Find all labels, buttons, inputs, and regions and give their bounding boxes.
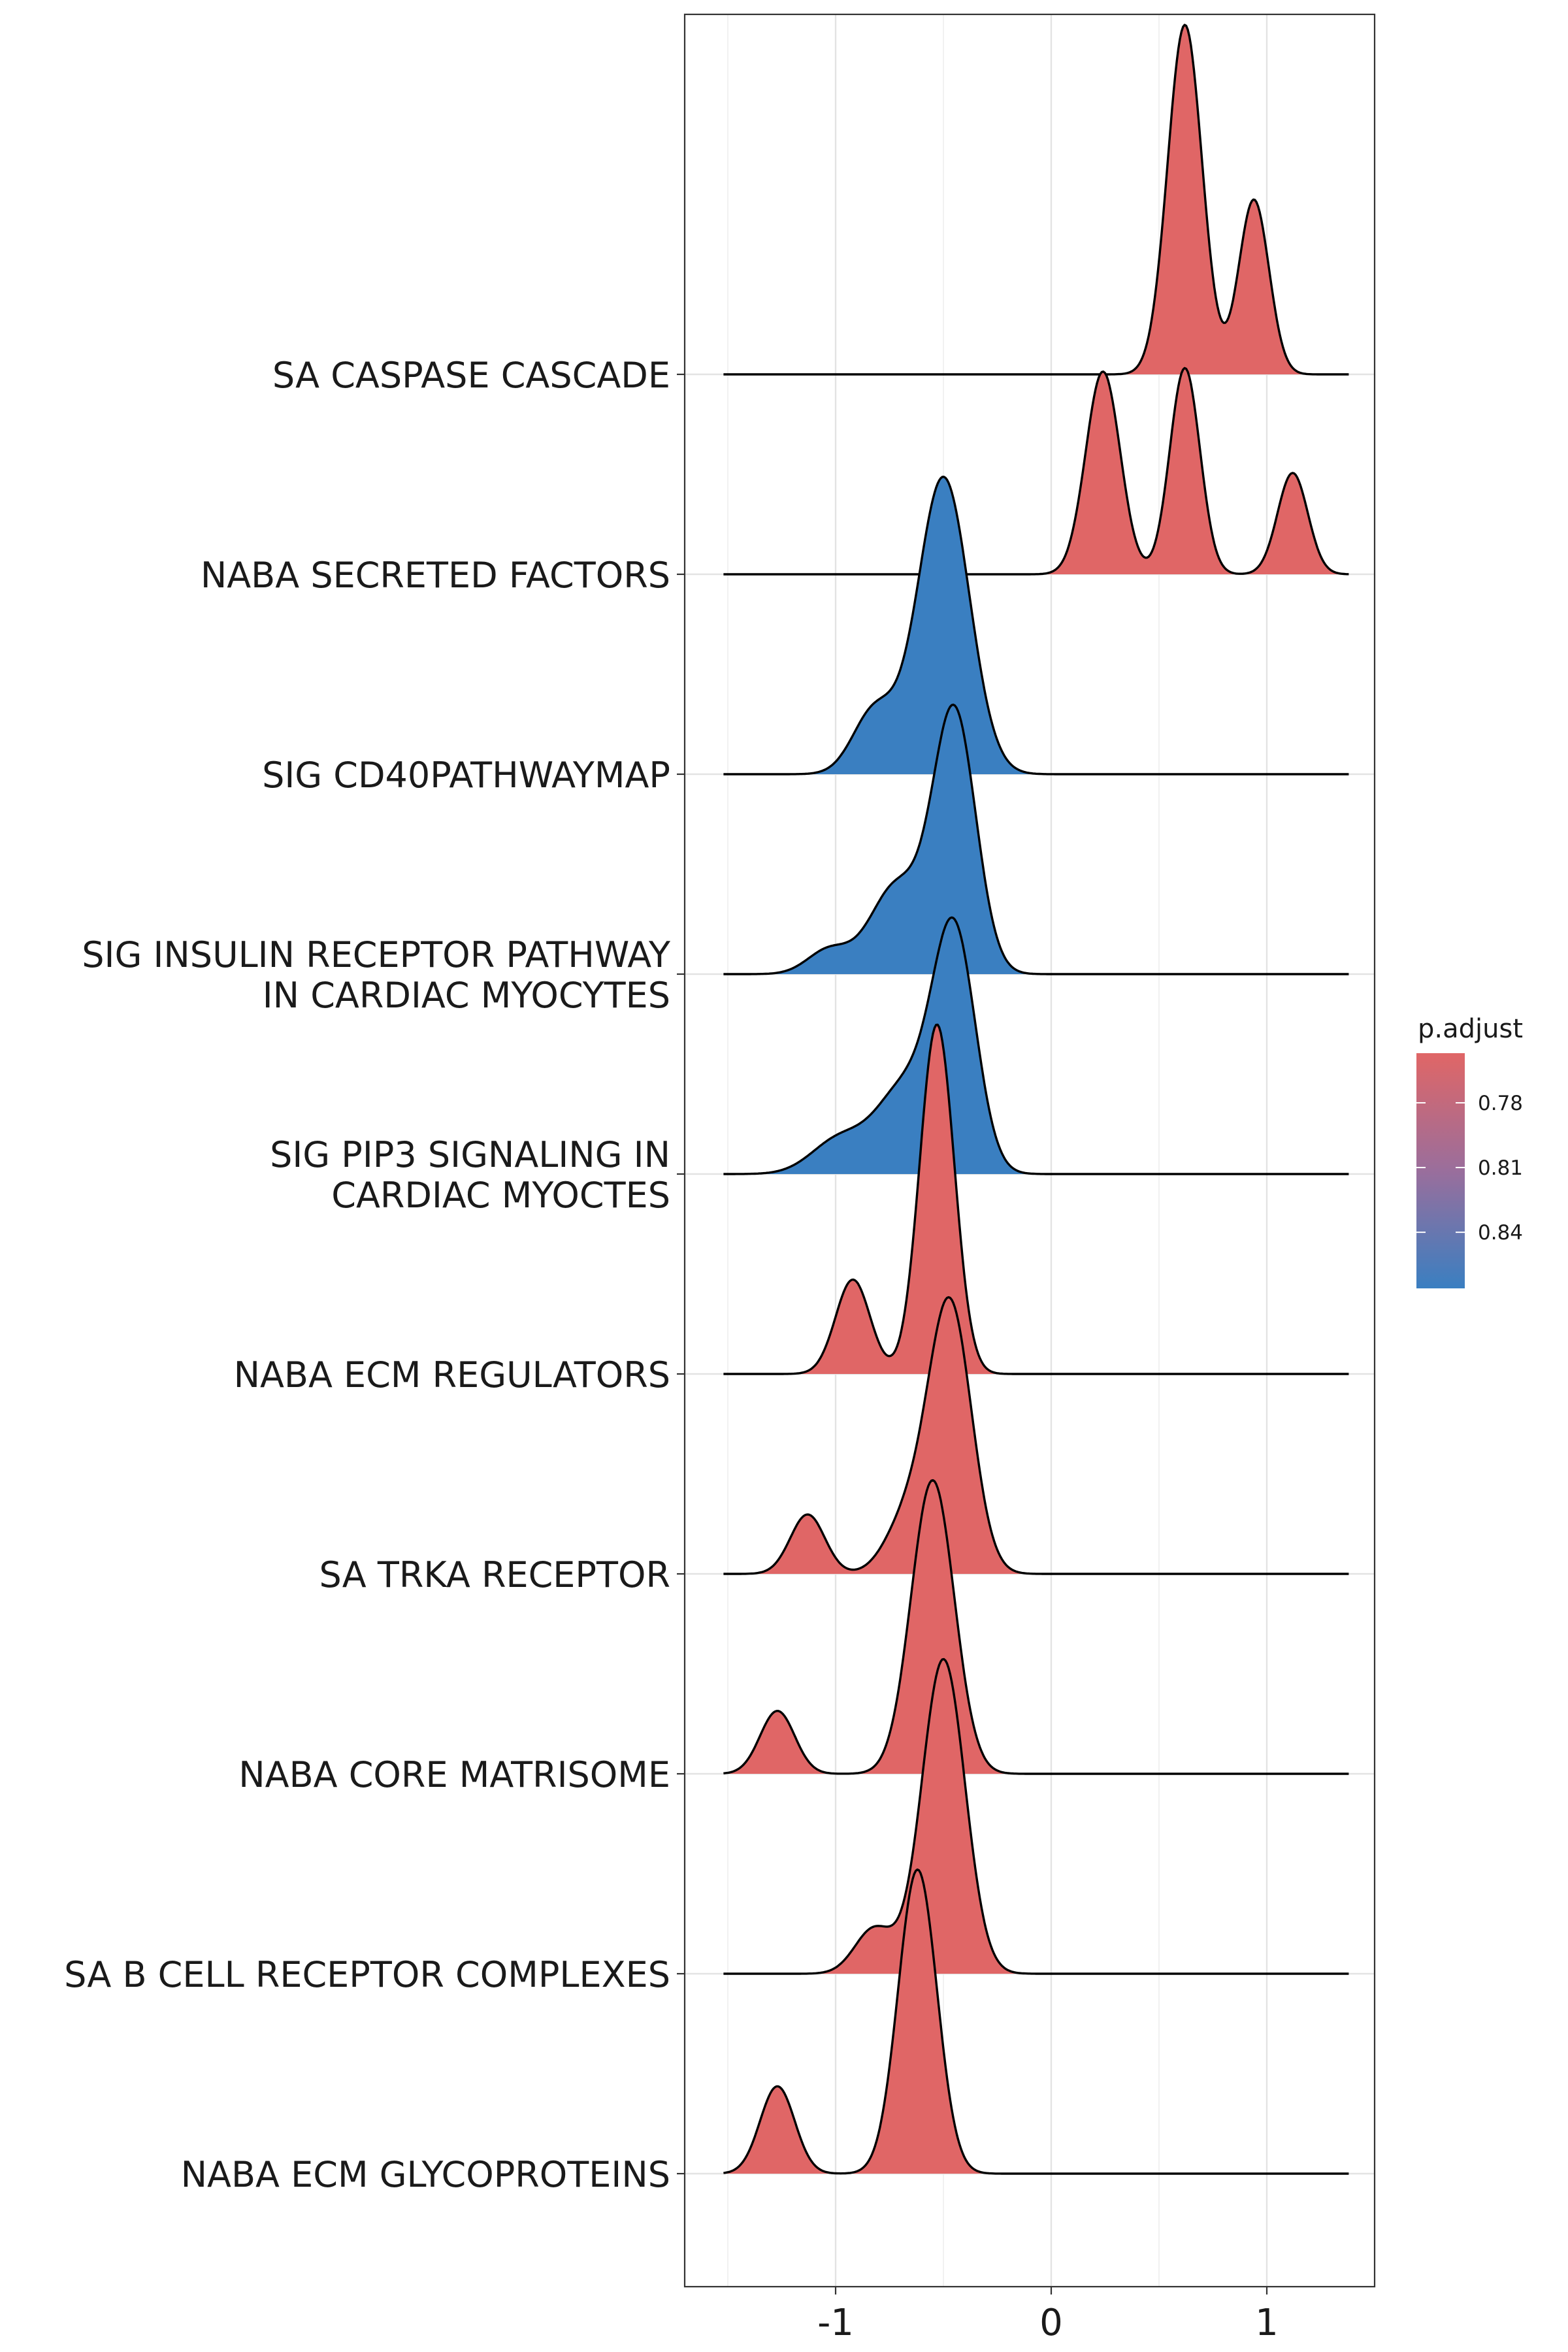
legend-tick-label: 0.84: [1478, 1221, 1523, 1245]
ridge-fill: [723, 25, 1349, 375]
x-tick-label: 1: [1255, 2302, 1279, 2344]
ridge-fill: [723, 1480, 1349, 1774]
ridge-outline: [723, 1868, 1349, 2175]
y-tick-label: SIG CD40PATHWAYMAP: [262, 755, 670, 796]
ridge-fill: [723, 917, 1349, 1174]
legend-colorbar: [1416, 1053, 1465, 1288]
ridge: [723, 1296, 1349, 1575]
y-tick-label: NABA ECM GLYCOPROTEINS: [181, 2154, 670, 2195]
legend-ticks: 0.78 0.81 0.84: [1416, 1092, 1523, 1245]
ridge: [723, 703, 1349, 975]
ridge: [723, 476, 1349, 776]
y-tick-label: NABA SECRETED FACTORS: [201, 555, 670, 596]
ridge-outline: [723, 1296, 1349, 1575]
ridge: [723, 1658, 1349, 1975]
x-axis: -1 0 1: [817, 2287, 1279, 2344]
ridge-fill: [723, 704, 1349, 974]
ridge: [723, 367, 1349, 576]
ridge: [723, 1479, 1349, 1775]
ridge-outline: [723, 24, 1349, 376]
ridge-fill: [723, 1869, 1349, 2174]
x-tick-label: 0: [1039, 2302, 1063, 2344]
y-tick-label: CARDIAC MYOCTES: [331, 1175, 670, 1216]
ridge: [723, 1023, 1349, 1375]
y-tick-label: NABA CORE MATRISOME: [238, 1754, 670, 1795]
ridges: [723, 24, 1349, 2175]
legend-tick-label: 0.81: [1478, 1156, 1523, 1180]
ridge-outline: [723, 367, 1349, 576]
y-tick-label: SA TRKA RECEPTOR: [319, 1554, 671, 1595]
y-tick-label: SA B CELL RECEPTOR COMPLEXES: [64, 1954, 670, 1995]
ridge-fill: [723, 368, 1349, 574]
y-tick-label: NABA ECM REGULATORS: [234, 1354, 670, 1396]
ridge-outline: [723, 1479, 1349, 1775]
ridge-outline: [723, 1023, 1349, 1375]
legend-tick-label: 0.78: [1478, 1092, 1523, 1115]
y-tick-label: SIG PIP3 SIGNALING IN: [270, 1134, 670, 1175]
ridge-outline: [723, 916, 1349, 1175]
ridge-outline: [723, 476, 1349, 776]
ridge-outline: [723, 1658, 1349, 1975]
x-tick-label: -1: [817, 2302, 854, 2344]
panel-border: [683, 13, 1376, 2288]
ridge: [723, 1868, 1349, 2175]
ridge-outline: [723, 703, 1349, 975]
y-tick-label: SA CASPASE CASCADE: [272, 355, 670, 396]
legend-title: p.adjust: [1418, 1014, 1523, 1044]
y-tick-label: IN CARDIAC MYOCYTES: [263, 975, 670, 1016]
legend: p.adjust 0.78 0.81 0.84: [1416, 1014, 1523, 1288]
ridge: [723, 24, 1349, 376]
ridge: [723, 916, 1349, 1175]
y-tick-label: SIG INSULIN RECEPTOR PATHWAY: [82, 934, 671, 975]
y-axis: SA CASPASE CASCADE NABA SECRETED FACTORS S…: [64, 355, 685, 2195]
